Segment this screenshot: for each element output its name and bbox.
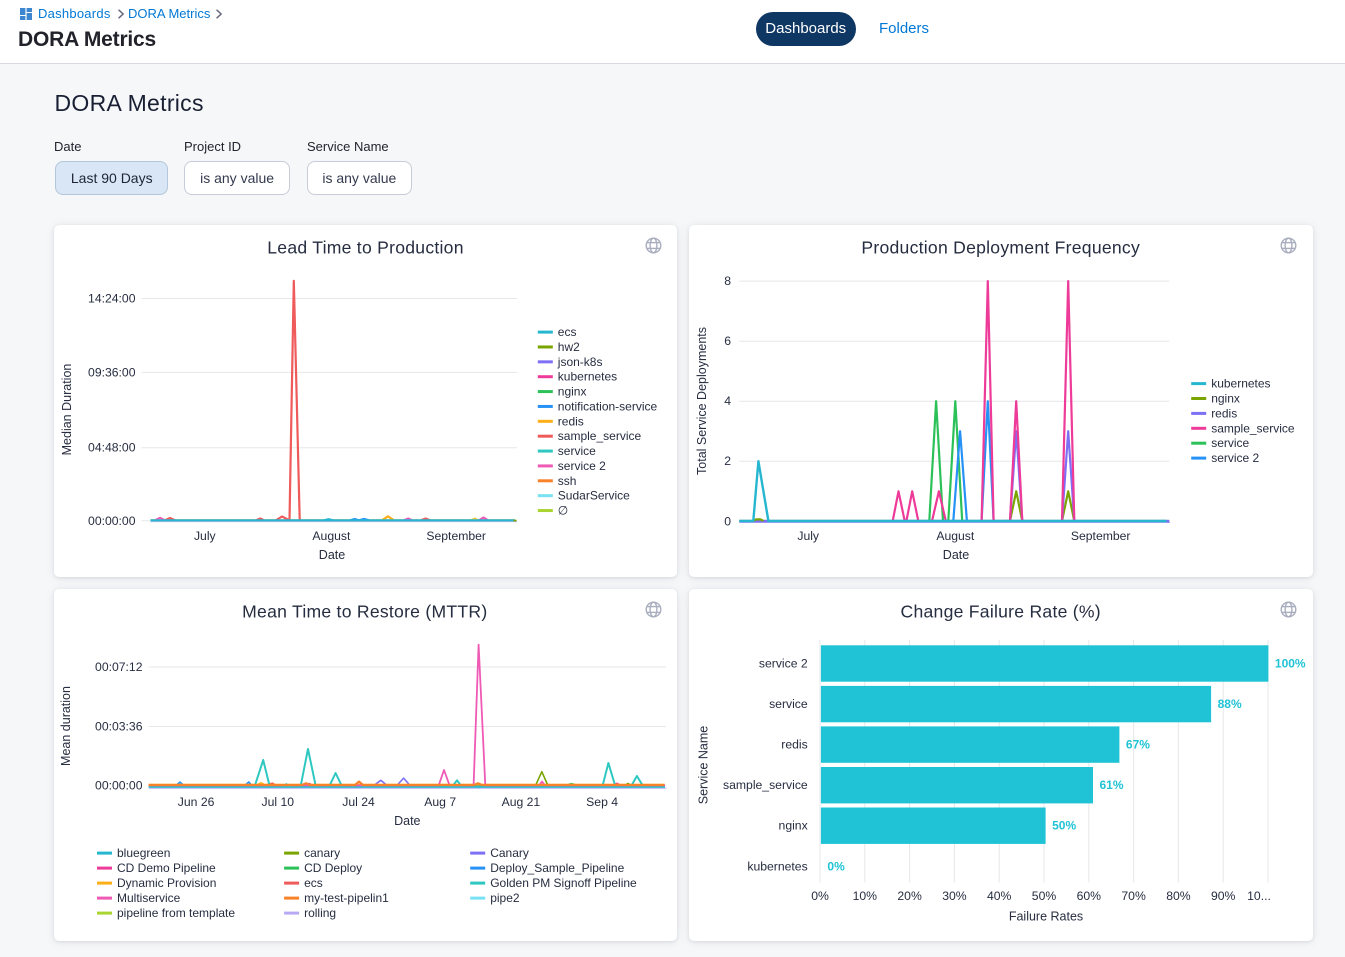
svg-text:ssh: ssh	[558, 473, 577, 487]
svg-text:service 2: service 2	[759, 656, 808, 670]
svg-text:Canary: Canary	[490, 846, 529, 860]
svg-text:nginx: nginx	[558, 384, 587, 398]
svg-text:88%: 88%	[1218, 697, 1242, 711]
svg-text:service 2: service 2	[1211, 451, 1259, 465]
svg-text:30%: 30%	[942, 889, 967, 903]
svg-text:service: service	[558, 444, 596, 458]
svg-text:00:07:12: 00:07:12	[95, 660, 143, 674]
svg-text:nginx: nginx	[1211, 391, 1240, 405]
svg-text:hw2: hw2	[558, 339, 580, 353]
svg-text:Lead Time to Production: Lead Time to Production	[267, 237, 463, 257]
svg-text:Date: Date	[943, 548, 969, 562]
svg-text:Multiservice: Multiservice	[117, 891, 181, 905]
svg-text:Failure Rates: Failure Rates	[1009, 909, 1083, 923]
svg-text:Mean Time to Restore (MTTR): Mean Time to Restore (MTTR)	[242, 601, 487, 621]
svg-text:2: 2	[724, 454, 731, 468]
svg-text:ecs: ecs	[304, 876, 323, 890]
svg-text:70%: 70%	[1121, 889, 1146, 903]
svg-text:kubernetes: kubernetes	[558, 369, 617, 383]
svg-text:Median Duration: Median Duration	[60, 363, 74, 455]
svg-text:4: 4	[724, 394, 731, 408]
svg-text:redis: redis	[558, 414, 584, 428]
svg-text:August: August	[312, 529, 351, 543]
svg-text:pipe2: pipe2	[490, 891, 520, 905]
svg-text:80%: 80%	[1166, 889, 1191, 903]
svg-text:0%: 0%	[811, 889, 829, 903]
svg-text:8: 8	[724, 274, 731, 288]
svg-text:redis: redis	[1211, 406, 1237, 420]
svg-text:ecs: ecs	[558, 325, 577, 339]
svg-text:Sep 4: Sep 4	[586, 795, 618, 809]
svg-text:my-test-pipelin1: my-test-pipelin1	[304, 891, 389, 905]
svg-text:50%: 50%	[1052, 818, 1076, 832]
svg-text:redis: redis	[781, 737, 807, 751]
svg-text:20%: 20%	[897, 889, 922, 903]
svg-text:Jul 10: Jul 10	[262, 795, 295, 809]
svg-text:Golden PM Signoff Pipeline: Golden PM Signoff Pipeline	[490, 876, 637, 890]
svg-text:50%: 50%	[1032, 889, 1057, 903]
svg-text:notification-service: notification-service	[558, 399, 658, 413]
svg-text:04:48:00: 04:48:00	[88, 440, 136, 454]
svg-text:service: service	[1211, 436, 1249, 450]
svg-text:September: September	[426, 529, 486, 543]
svg-text:SudarService: SudarService	[558, 488, 630, 502]
svg-text:CD Demo Pipeline: CD Demo Pipeline	[117, 861, 216, 875]
svg-text:Aug 7: Aug 7	[424, 795, 456, 809]
svg-text:Aug 21: Aug 21	[502, 795, 541, 809]
svg-text:Jun 26: Jun 26	[178, 795, 215, 809]
svg-text:10...: 10...	[1247, 889, 1271, 903]
svg-text:10%: 10%	[853, 889, 878, 903]
svg-text:40%: 40%	[987, 889, 1012, 903]
svg-text:Mean duration: Mean duration	[59, 685, 73, 765]
svg-text:kubernetes: kubernetes	[747, 859, 807, 873]
svg-text:00:00:00: 00:00:00	[95, 778, 143, 792]
svg-text:CD Deploy: CD Deploy	[304, 861, 362, 875]
svg-text:6: 6	[724, 334, 731, 348]
svg-text:0: 0	[724, 514, 731, 528]
svg-text:Production Deployment Frequenc: Production Deployment Frequency	[861, 237, 1140, 257]
svg-text:nginx: nginx	[779, 818, 808, 832]
svg-text:00:03:36: 00:03:36	[95, 719, 143, 733]
svg-text:September: September	[1071, 529, 1131, 543]
svg-text:service 2: service 2	[558, 458, 606, 472]
svg-text:Date: Date	[394, 814, 420, 828]
svg-text:kubernetes: kubernetes	[1211, 376, 1270, 390]
svg-text:sample_service: sample_service	[1211, 421, 1295, 435]
svg-text:60%: 60%	[1077, 889, 1102, 903]
svg-text:Date: Date	[319, 548, 345, 562]
svg-text:pipeline from template: pipeline from template	[117, 906, 235, 920]
svg-text:61%: 61%	[1100, 778, 1124, 792]
svg-text:July: July	[194, 529, 217, 543]
svg-text:bluegreen: bluegreen	[117, 846, 170, 860]
svg-text:canary: canary	[304, 846, 340, 860]
svg-text:json-k8s: json-k8s	[557, 354, 603, 368]
svg-text:rolling: rolling	[304, 906, 336, 920]
svg-text:00:00:00: 00:00:00	[88, 513, 136, 527]
svg-text:July: July	[797, 529, 820, 543]
svg-text:August: August	[936, 529, 975, 543]
svg-text:sample_service: sample_service	[723, 778, 808, 792]
svg-text:14:24:00: 14:24:00	[88, 291, 136, 305]
svg-text:67%: 67%	[1126, 737, 1150, 751]
svg-text:service: service	[769, 697, 808, 711]
svg-text:Dynamic Provision: Dynamic Provision	[117, 876, 216, 890]
svg-text:Deploy_Sample_Pipeline: Deploy_Sample_Pipeline	[490, 861, 624, 875]
svg-text:0%: 0%	[827, 859, 845, 873]
svg-text:09:36:00: 09:36:00	[88, 365, 136, 379]
svg-text:Total Service Deployments: Total Service Deployments	[695, 327, 709, 475]
svg-text:90%: 90%	[1211, 889, 1236, 903]
svg-text:Change Failure Rate (%): Change Failure Rate (%)	[901, 601, 1101, 621]
svg-text:∅: ∅	[558, 503, 568, 517]
svg-text:100%: 100%	[1275, 656, 1306, 670]
svg-text:Jul 24: Jul 24	[342, 795, 375, 809]
svg-text:sample_service: sample_service	[558, 429, 642, 443]
svg-text:Service Name: Service Name	[697, 725, 711, 804]
